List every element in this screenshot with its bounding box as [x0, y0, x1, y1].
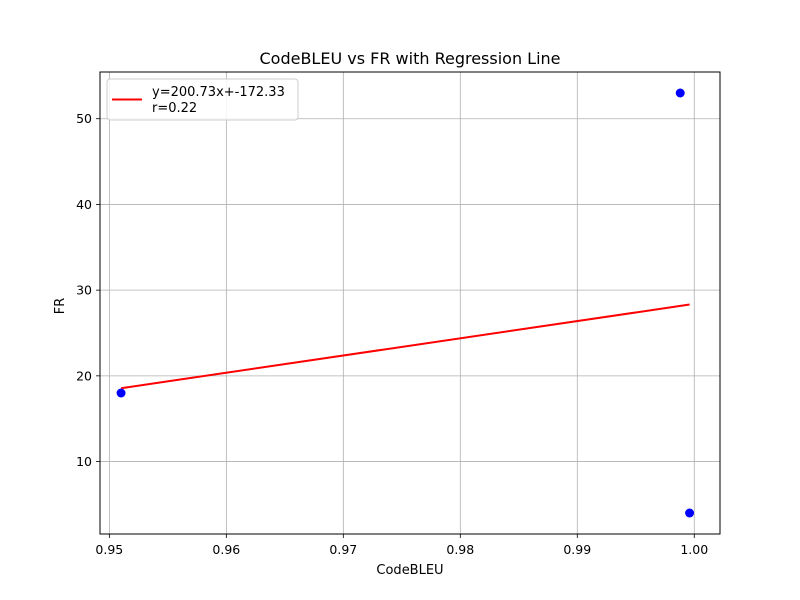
x-tick-label: 1.00: [680, 542, 708, 557]
x-tick-label: 0.99: [563, 542, 591, 557]
points-layer: [116, 88, 695, 518]
y-tick-label: 10: [76, 454, 92, 469]
regression-layer: [120, 303, 690, 390]
data-point: [675, 88, 685, 98]
y-tick-label: 50: [76, 111, 92, 126]
chart-title: CodeBLEU vs FR with Regression Line: [259, 49, 560, 68]
y-axis-ticks: 10 20 30 40 50: [76, 111, 100, 469]
legend: y=200.73x+-172.33 r=0.22: [106, 78, 299, 121]
data-point: [685, 508, 695, 518]
y-tick-label: 40: [76, 197, 92, 212]
x-axis-label: CodeBLEU: [376, 563, 443, 578]
plot-frame: [99, 71, 721, 535]
y-tick-label: 20: [76, 368, 92, 383]
legend-box: [106, 78, 299, 121]
legend-correlation: r=0.22: [152, 101, 197, 116]
y-axis-label: FR: [53, 298, 68, 315]
legend-equation: y=200.73x+-172.33: [152, 85, 285, 100]
x-tick-label: 0.96: [212, 542, 240, 557]
x-axis-ticks: 0.95 0.96 0.97 0.98 0.99 1.00: [95, 534, 708, 557]
x-tick-label: 0.98: [446, 542, 474, 557]
data-point: [116, 388, 126, 398]
x-tick-label: 0.95: [95, 542, 123, 557]
y-tick-label: 30: [76, 283, 92, 298]
x-tick-label: 0.97: [329, 542, 357, 557]
regression-line: [120, 303, 690, 390]
